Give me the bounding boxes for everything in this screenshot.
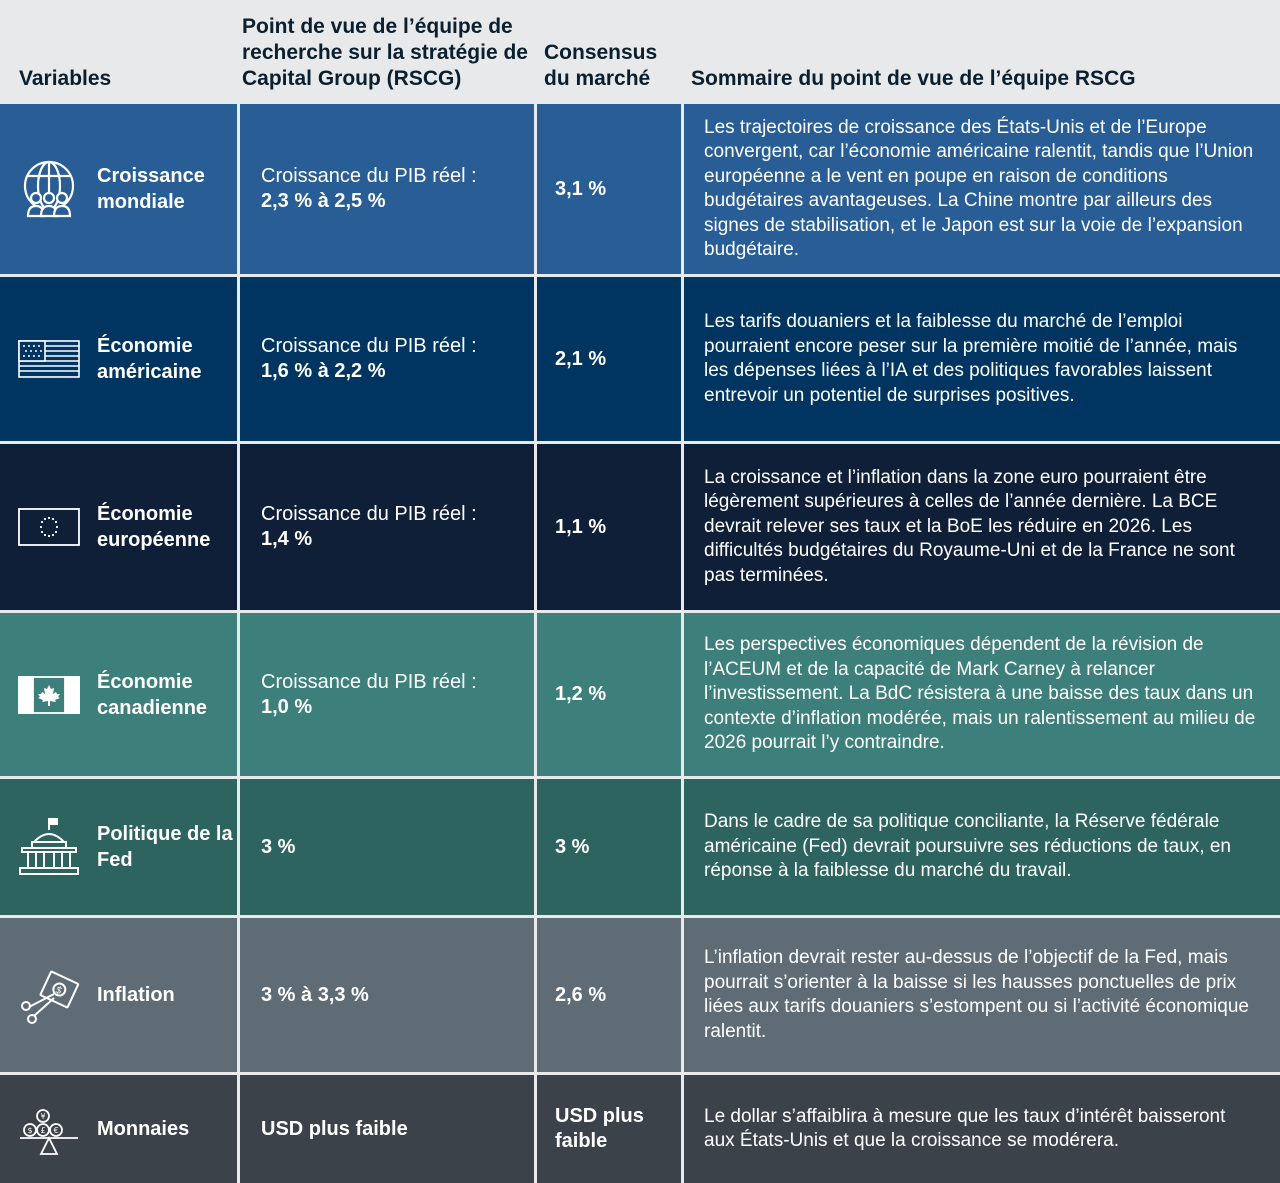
- summary-cell: Le dollar s’affaiblira à mesure que les …: [681, 1075, 1280, 1183]
- team-view-cell: 3 %: [237, 779, 534, 915]
- variable-cell: Économie canadienne: [0, 613, 237, 776]
- currency-scale-icon: $ £ € ¥: [18, 1098, 80, 1160]
- table-row: Politique de la Fed 3 % 3 % Dans le cadr…: [0, 776, 1280, 915]
- team-view-cell: Croissance du PIB réel : 2,3 % à 2,5 %: [237, 104, 534, 274]
- variable-cell: Économie européenne: [0, 444, 237, 610]
- view-line2: 2,3 % à 2,5 %: [261, 190, 386, 212]
- view-line1: Croissance du PIB réel :: [261, 670, 477, 693]
- eu-flag-icon: [18, 496, 80, 558]
- summary-cell: L’inflation devrait rester au-dessus de …: [681, 918, 1280, 1072]
- view-line2: 3 %: [261, 835, 296, 858]
- us-flag-icon: [18, 328, 80, 390]
- globe-people-icon: [18, 158, 80, 220]
- svg-text:£: £: [40, 1126, 45, 1135]
- table-row: Économie européenne Croissance du PIB ré…: [0, 441, 1280, 610]
- variable-label: Croissance mondiale: [97, 165, 205, 213]
- team-view-cell: Croissance du PIB réel : 1,4 %: [237, 444, 534, 610]
- team-view-cell: 3 % à 3,3 %: [237, 918, 534, 1072]
- team-view-cell: USD plus faible: [237, 1075, 534, 1183]
- summary-cell: Les tarifs douaniers et la faiblesse du …: [681, 277, 1280, 441]
- header-consensus: Consensus du marché: [544, 41, 658, 90]
- summary-cell: Dans le cadre de sa politique conciliant…: [681, 779, 1280, 915]
- summary-cell: La croissance et l’inflation dans la zon…: [681, 444, 1280, 610]
- capitol-building-icon: [18, 816, 80, 878]
- variable-label: Économie américaine: [97, 335, 202, 383]
- variable-label: Économie canadienne: [97, 670, 208, 719]
- variable-cell: $ Inflation: [0, 918, 237, 1072]
- table-row: Croissance mondiale Croissance du PIB ré…: [0, 101, 1280, 274]
- consensus-cell: 3,1 %: [534, 104, 681, 274]
- consensus-cell: 2,1 %: [534, 277, 681, 441]
- canada-flag-icon: [18, 664, 80, 726]
- consensus-cell: 1,2 %: [534, 613, 681, 776]
- view-line2: 1,4 %: [261, 528, 313, 550]
- team-view-cell: Croissance du PIB réel : 1,6 % à 2,2 %: [237, 277, 534, 441]
- summary-cell: Les perspectives économiques dépendent d…: [681, 613, 1280, 776]
- svg-text:$: $: [27, 1126, 32, 1135]
- variable-label: Monnaies: [97, 1118, 190, 1140]
- header-team-view: Point de vue de l’équipe de recherche su…: [242, 15, 528, 90]
- table-row: $ Inflation 3 % à 3,3 % 2,6 % L’inflatio…: [0, 915, 1280, 1072]
- consensus-cell: 2,6 %: [534, 918, 681, 1072]
- summary-cell: Les trajectoires de croissance des États…: [681, 104, 1280, 274]
- consensus-cell: USD plus faible: [534, 1075, 681, 1183]
- svg-text:$: $: [53, 985, 63, 998]
- view-line2: 3 % à 3,3 %: [261, 983, 369, 1006]
- variable-cell: Économie américaine: [0, 277, 237, 441]
- money-scissors-icon: $: [18, 964, 80, 1026]
- view-line1: Croissance du PIB réel :: [261, 335, 477, 357]
- view-line2: USD plus faible: [261, 1117, 408, 1140]
- view-line2: 1,6 % à 2,2 %: [261, 360, 386, 382]
- variable-label: Économie européenne: [97, 503, 211, 551]
- consensus-cell: 1,1 %: [534, 444, 681, 610]
- team-view-cell: Croissance du PIB réel : 1,0 %: [237, 613, 534, 776]
- view-line2: 1,0 %: [261, 695, 313, 718]
- header-summary: Sommaire du point de vue de l’équipe RSC…: [691, 67, 1136, 90]
- variable-cell: Croissance mondiale: [0, 104, 237, 274]
- svg-text:¥: ¥: [40, 1112, 45, 1121]
- header-variables: Variables: [19, 67, 112, 90]
- consensus-text: USD plus faible: [555, 1105, 644, 1152]
- svg-text:€: €: [53, 1126, 58, 1135]
- variable-label: Politique de la Fed: [97, 823, 233, 871]
- view-line1: Croissance du PIB réel :: [261, 503, 477, 525]
- variable-label: Inflation: [97, 984, 175, 1006]
- table-header: Variables Point de vue de l’équipe de re…: [0, 0, 1280, 101]
- variable-cell: $ £ € ¥ Monnaies: [0, 1075, 237, 1183]
- view-line1: Croissance du PIB réel :: [261, 165, 477, 187]
- variable-cell: Politique de la Fed: [0, 779, 237, 915]
- table-row: $ £ € ¥ Monnaies USD plus faible USD plu…: [0, 1072, 1280, 1183]
- table-row: Économie canadienne Croissance du PIB ré…: [0, 610, 1280, 776]
- consensus-cell: 3 %: [534, 779, 681, 915]
- table-row: Économie américaine Croissance du PIB ré…: [0, 274, 1280, 441]
